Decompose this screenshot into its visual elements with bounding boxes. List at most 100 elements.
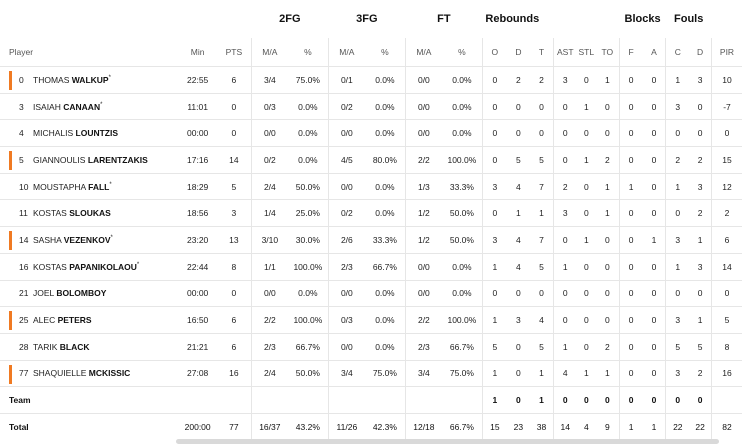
col-pir[interactable]: PIR	[711, 38, 742, 67]
cell-min: 17:16	[178, 146, 217, 174]
player-name[interactable]: KOSTAS SLOUKAS	[33, 208, 111, 218]
col-2fg-ma[interactable]: M/A	[250, 38, 288, 67]
cell-pir: -7	[711, 93, 742, 121]
player-cell[interactable]: 0 THOMAS WALKUP*	[0, 66, 179, 94]
table-row[interactable]: 25 ALEC PETERS 16:50 6 2/2 100.0% 0/3 0.0% 2/2 10…	[0, 306, 742, 334]
col-fouls-c[interactable]: C	[665, 38, 690, 67]
player-name[interactable]: MOUSTAPHA FALL*	[33, 182, 112, 192]
player-cell[interactable]: 14 SASHA VEZENKOV*	[0, 226, 179, 254]
player-cell[interactable]: 16 KOSTAS PAPANIKOLAOU*	[0, 253, 179, 281]
group-rebounds: Rebounds	[485, 13, 540, 25]
player-cell[interactable]: 5 GIANNOULIS LARENTZAKIS	[0, 146, 179, 174]
table-row[interactable]: 0 THOMAS WALKUP* 22:55 6 3/4 75.0% 0/1 0.0% 0/0 0…	[0, 66, 742, 94]
table-row[interactable]: 3 ISAIAH CANAAN* 11:01 0 0/3 0.0% 0/2 0.0% 0/0 0.…	[0, 93, 742, 121]
col-reb-t[interactable]: T	[530, 38, 554, 67]
player-name[interactable]: ALEC PETERS	[33, 315, 92, 325]
col-to[interactable]: TO	[595, 38, 620, 67]
col-reb-o[interactable]: O	[481, 38, 507, 67]
player-cell[interactable]: 10 MOUSTAPHA FALL*	[0, 173, 179, 201]
team-label-cell: Team	[0, 386, 179, 414]
player-name[interactable]: SASHA VEZENKOV*	[33, 235, 113, 245]
player-last-name: BLACK	[59, 341, 90, 352]
player-name[interactable]: KOSTAS PAPANIKOLAOU*	[33, 262, 139, 272]
player-cell[interactable]: 77 SHAQUIELLE MCKISSIC	[0, 360, 179, 388]
cell-min: 18:56	[178, 199, 217, 228]
cell-pir: 2	[711, 199, 742, 228]
col-3fg-ma[interactable]: M/A	[327, 38, 365, 67]
team-cell-fouls-d: 0	[689, 386, 712, 414]
player-cell[interactable]: 21 JOEL BOLOMBOY	[0, 280, 179, 308]
player-name[interactable]: MICHALIS LOUNTZIS	[33, 128, 118, 138]
cell-fg2-pct: 25.0%	[287, 199, 329, 228]
player-name[interactable]: SHAQUIELLE MCKISSIC	[33, 368, 130, 378]
cell-fouls-c: 2	[665, 146, 690, 174]
cell-fouls-c: 3	[665, 360, 690, 388]
cell-blk-f: 0	[618, 199, 643, 228]
col-player[interactable]: Player	[0, 38, 179, 67]
table-row[interactable]: 14 SASHA VEZENKOV* 23:20 13 3/10 30.0% 2/6 33.3…	[0, 226, 742, 254]
col-min[interactable]: Min	[178, 38, 217, 67]
cell-fg3-ma: 2/3	[327, 253, 365, 281]
table-row[interactable]: 16 KOSTAS PAPANIKOLAOU* 22:44 8 1/1 100.0% 2/3…	[0, 253, 742, 281]
cell-pts: 0	[216, 280, 252, 308]
col-2fg-pct[interactable]: %	[287, 38, 329, 67]
cell-fg2-pct: 50.0%	[287, 173, 329, 201]
cell-reb-o: 0	[481, 93, 507, 121]
player-name[interactable]: GIANNOULIS LARENTZAKIS	[33, 155, 148, 165]
col-ft-ma[interactable]: M/A	[404, 38, 442, 67]
col-fouls-d[interactable]: D	[689, 38, 712, 67]
col-3fg-pct[interactable]: %	[364, 38, 406, 67]
cell-pts: 6	[216, 306, 252, 334]
player-cell[interactable]: 25 ALEC PETERS	[0, 306, 179, 334]
player-cell[interactable]: 4 MICHALIS LOUNTZIS	[0, 119, 179, 148]
cell-fg2-ma: 0/0	[250, 280, 288, 308]
player-cell[interactable]: 11 KOSTAS SLOUKAS	[0, 199, 179, 228]
cell-blk-f: 0	[618, 280, 643, 308]
col-ft-pct[interactable]: %	[441, 38, 483, 67]
col-pts[interactable]: PTS	[216, 38, 252, 67]
cell-blk-f: 0	[618, 306, 643, 334]
cell-min: 21:21	[178, 333, 217, 361]
cell-ft-pct: 50.0%	[441, 199, 483, 228]
cell-fg2-ma: 2/2	[250, 306, 288, 334]
cell-ft-pct: 100.0%	[441, 146, 483, 174]
horizontal-scrollbar[interactable]	[176, 439, 719, 444]
player-name[interactable]: TARIK BLACK	[33, 342, 90, 352]
col-ast[interactable]: AST	[552, 38, 577, 67]
player-cell[interactable]: 3 ISAIAH CANAAN*	[0, 93, 179, 121]
cell-reb-d: 5	[506, 146, 531, 174]
table-row[interactable]: 77 SHAQUIELLE MCKISSIC 27:08 16 2/4 50.0% 3/4 7…	[0, 360, 742, 388]
cell-fg3-ma: 0/2	[327, 199, 365, 228]
cell-fouls-d: 5	[689, 333, 712, 361]
player-last-name: VEZENKOV	[63, 234, 111, 245]
player-name[interactable]: ISAIAH CANAAN*	[33, 102, 102, 112]
cell-reb-t: 7	[530, 173, 554, 201]
table-row[interactable]: 5 GIANNOULIS LARENTZAKIS 17:16 14 0/2 0.0% 4/5…	[0, 146, 742, 174]
player-name[interactable]: THOMAS WALKUP*	[33, 75, 111, 85]
col-blk-a[interactable]: A	[642, 38, 666, 67]
cell-ft-pct: 66.7%	[441, 333, 483, 361]
starter-marker	[9, 231, 12, 251]
total-cell-pts: 77	[229, 422, 239, 433]
player-first-name: ALEC	[33, 315, 56, 326]
player-cell[interactable]: 28 TARIK BLACK	[0, 333, 179, 361]
team-cell-to: 0	[595, 386, 620, 414]
table-row[interactable]: 28 TARIK BLACK 21:21 6 2/3 66.7% 0/0 0.0% 2/3 66.…	[0, 333, 742, 361]
table-row[interactable]: 21 JOEL BOLOMBOY 00:00 0 0/0 0.0% 0/0 0.0% 0/0 0.…	[0, 280, 742, 308]
player-name[interactable]: JOEL BOLOMBOY	[33, 288, 106, 298]
table-row[interactable]: 11 KOSTAS SLOUKAS 18:56 3 1/4 25.0% 0/2 0.0% 1/2…	[0, 199, 742, 228]
col-reb-d[interactable]: D	[506, 38, 531, 67]
col-stl[interactable]: STL	[576, 38, 596, 67]
table-row[interactable]: 4 MICHALIS LOUNTZIS 00:00 0 0/0 0.0% 0/0 0.0% 0/…	[0, 119, 742, 148]
table-row[interactable]: 10 MOUSTAPHA FALL* 18:29 5 2/4 50.0% 0/0 0.0% 1/…	[0, 173, 742, 201]
total-cell-to: 9	[604, 422, 610, 433]
total-cell-fouls-d: 22	[695, 422, 705, 433]
col-blk-f[interactable]: F	[618, 38, 643, 67]
cell-min: 22:55	[178, 66, 217, 94]
cell-reb-o: 0	[481, 146, 507, 174]
cell-reb-d: 0	[506, 360, 531, 388]
cell-reb-o: 1	[481, 306, 507, 334]
cell-fouls-d: 3	[689, 253, 712, 281]
cell-fouls-d: 2	[689, 360, 712, 388]
cell-fg3-ma: 0/2	[327, 93, 365, 121]
